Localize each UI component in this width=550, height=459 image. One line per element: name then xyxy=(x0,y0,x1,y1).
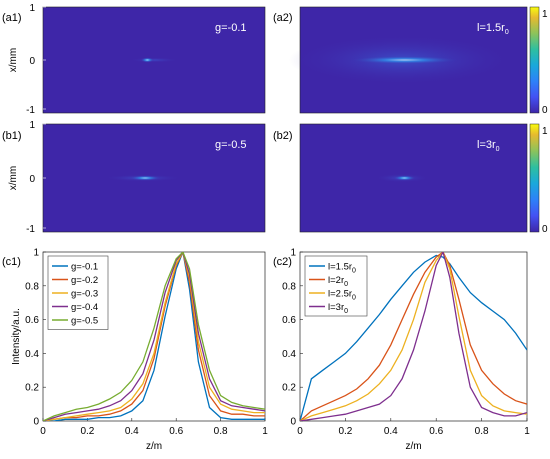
colorbar-top: 10 xyxy=(529,6,548,116)
panel-label: (b2) xyxy=(273,130,293,142)
series-line-4 xyxy=(43,252,265,421)
panel-label: (c2) xyxy=(273,256,292,268)
beam-glow xyxy=(129,57,179,63)
beam-focus-spot xyxy=(393,175,416,181)
legend-label: g=-0.1 xyxy=(71,262,98,273)
colorbar-max-label: 1 xyxy=(542,9,548,20)
legend-label: g=-0.5 xyxy=(71,316,98,327)
y-tick-label: 0 xyxy=(29,56,35,67)
legend-label: g=-0.2 xyxy=(71,275,98,286)
x-tick-label: 0.6 xyxy=(429,426,443,437)
panel-label: (c1) xyxy=(2,256,21,268)
subscript: 0 xyxy=(352,295,356,302)
line-chart-c2: 0 0.2 0.4 0.6 0.8 1 0 0.2 0.4 0.6 0.8 1 z/m (c2) l=1.5… xyxy=(273,248,530,453)
y-tick-label: 0.2 xyxy=(25,383,39,394)
x-tick-label: 0.4 xyxy=(125,426,139,437)
series-line-1 xyxy=(300,254,527,421)
series-line-3 xyxy=(300,252,527,421)
series-line-2 xyxy=(300,252,527,421)
y-tick-label: 0 xyxy=(33,417,39,428)
subscript: 0 xyxy=(352,268,356,275)
beam-focus-spot xyxy=(347,55,462,65)
heatmap-a2: (a2) l=1.5r0 xyxy=(273,6,528,114)
subscript: 0 xyxy=(496,146,500,153)
y-axis-label: Intensity/a.u. xyxy=(11,308,22,365)
beam-focus-spot xyxy=(140,57,154,63)
panel-label: (b1) xyxy=(2,130,22,142)
x-tick-label: 1 xyxy=(524,426,530,437)
subscript: 0 xyxy=(344,308,348,315)
legend-label: l=3r0 xyxy=(328,302,348,315)
series-line-5 xyxy=(43,252,265,421)
series-line-2 xyxy=(43,252,265,421)
panel-annotation: g=-0.5 xyxy=(215,139,247,151)
y-tick-label: 0.4 xyxy=(25,349,39,360)
legend-label: l=2r0 xyxy=(328,275,348,288)
y-tick-label: 0.8 xyxy=(25,281,39,292)
y-tick-label: 0 xyxy=(29,174,35,185)
y-axis-label: x/mm xyxy=(8,166,19,190)
legend-label: l=1.5r0 xyxy=(328,262,356,275)
x-tick-label: 0.2 xyxy=(338,426,352,437)
heatmap-b2: (b2) l=3r0 xyxy=(273,123,528,233)
heatmap-a1: (a1) g=-0.1 1 0 -1 x/mm xyxy=(2,3,266,116)
colorbar-min-label: 0 xyxy=(542,224,548,235)
y-tick-label: -1 xyxy=(26,105,35,116)
series-line-1 xyxy=(43,252,265,421)
x-tick-label: 1 xyxy=(262,426,268,437)
x-tick-label: 0 xyxy=(297,426,303,437)
y-tick-label: 1 xyxy=(29,3,35,14)
y-tick-label: 0.8 xyxy=(282,281,296,292)
colorbar-max-label: 1 xyxy=(542,126,548,137)
x-axis-label: z/m xyxy=(146,441,162,452)
panel-annotation: g=-0.1 xyxy=(215,22,247,34)
x-tick-label: 0.2 xyxy=(80,426,94,437)
y-tick-label: 1 xyxy=(33,248,39,259)
x-tick-label: 0.8 xyxy=(214,426,228,437)
colorbar-gradient xyxy=(529,123,540,233)
colorbar-min-label: 0 xyxy=(542,105,548,116)
legend-label: g=-0.4 xyxy=(71,302,98,313)
x-tick-label: 0.8 xyxy=(475,426,489,437)
colorbar-bottom: 10 xyxy=(529,123,548,235)
y-tick-label: -1 xyxy=(26,224,35,235)
y-tick-label: 0.6 xyxy=(25,315,39,326)
x-tick-label: 0 xyxy=(40,426,46,437)
x-axis-label: z/m xyxy=(405,441,421,452)
beam-focus-spot xyxy=(129,175,161,181)
series-line-4 xyxy=(300,252,527,421)
line-chart-c1: 0 0.2 0.4 0.6 0.8 1 0 0.2 0.4 0.6 0.8 1 z/m Intensity… xyxy=(2,248,268,453)
y-axis-label: x/mm xyxy=(8,48,19,72)
x-tick-label: 0.6 xyxy=(169,426,183,437)
subscript: 0 xyxy=(344,281,348,288)
panel-label: (a1) xyxy=(2,12,22,24)
heatmap-b1: (b1) g=-0.5 1 0 -1 x/mm xyxy=(2,120,266,235)
colorbar-gradient xyxy=(529,6,540,114)
legend-label: l=2.5r0 xyxy=(328,289,356,302)
panel-label: (a2) xyxy=(273,12,293,24)
y-tick-label: 0 xyxy=(290,417,296,428)
panel-annotation: l=1.5r0 xyxy=(477,22,509,36)
subscript: 0 xyxy=(505,29,509,36)
legend-label: g=-0.3 xyxy=(71,289,98,300)
y-tick-label: 0.6 xyxy=(282,315,296,326)
series-line-3 xyxy=(43,252,265,421)
y-tick-label: 1 xyxy=(29,120,35,131)
y-tick-label: 1 xyxy=(290,248,296,259)
panel-annotation: l=3r0 xyxy=(477,139,500,153)
y-tick-label: 0.4 xyxy=(282,349,296,360)
y-tick-label: 0.2 xyxy=(282,383,296,394)
x-tick-label: 0.4 xyxy=(384,426,398,437)
